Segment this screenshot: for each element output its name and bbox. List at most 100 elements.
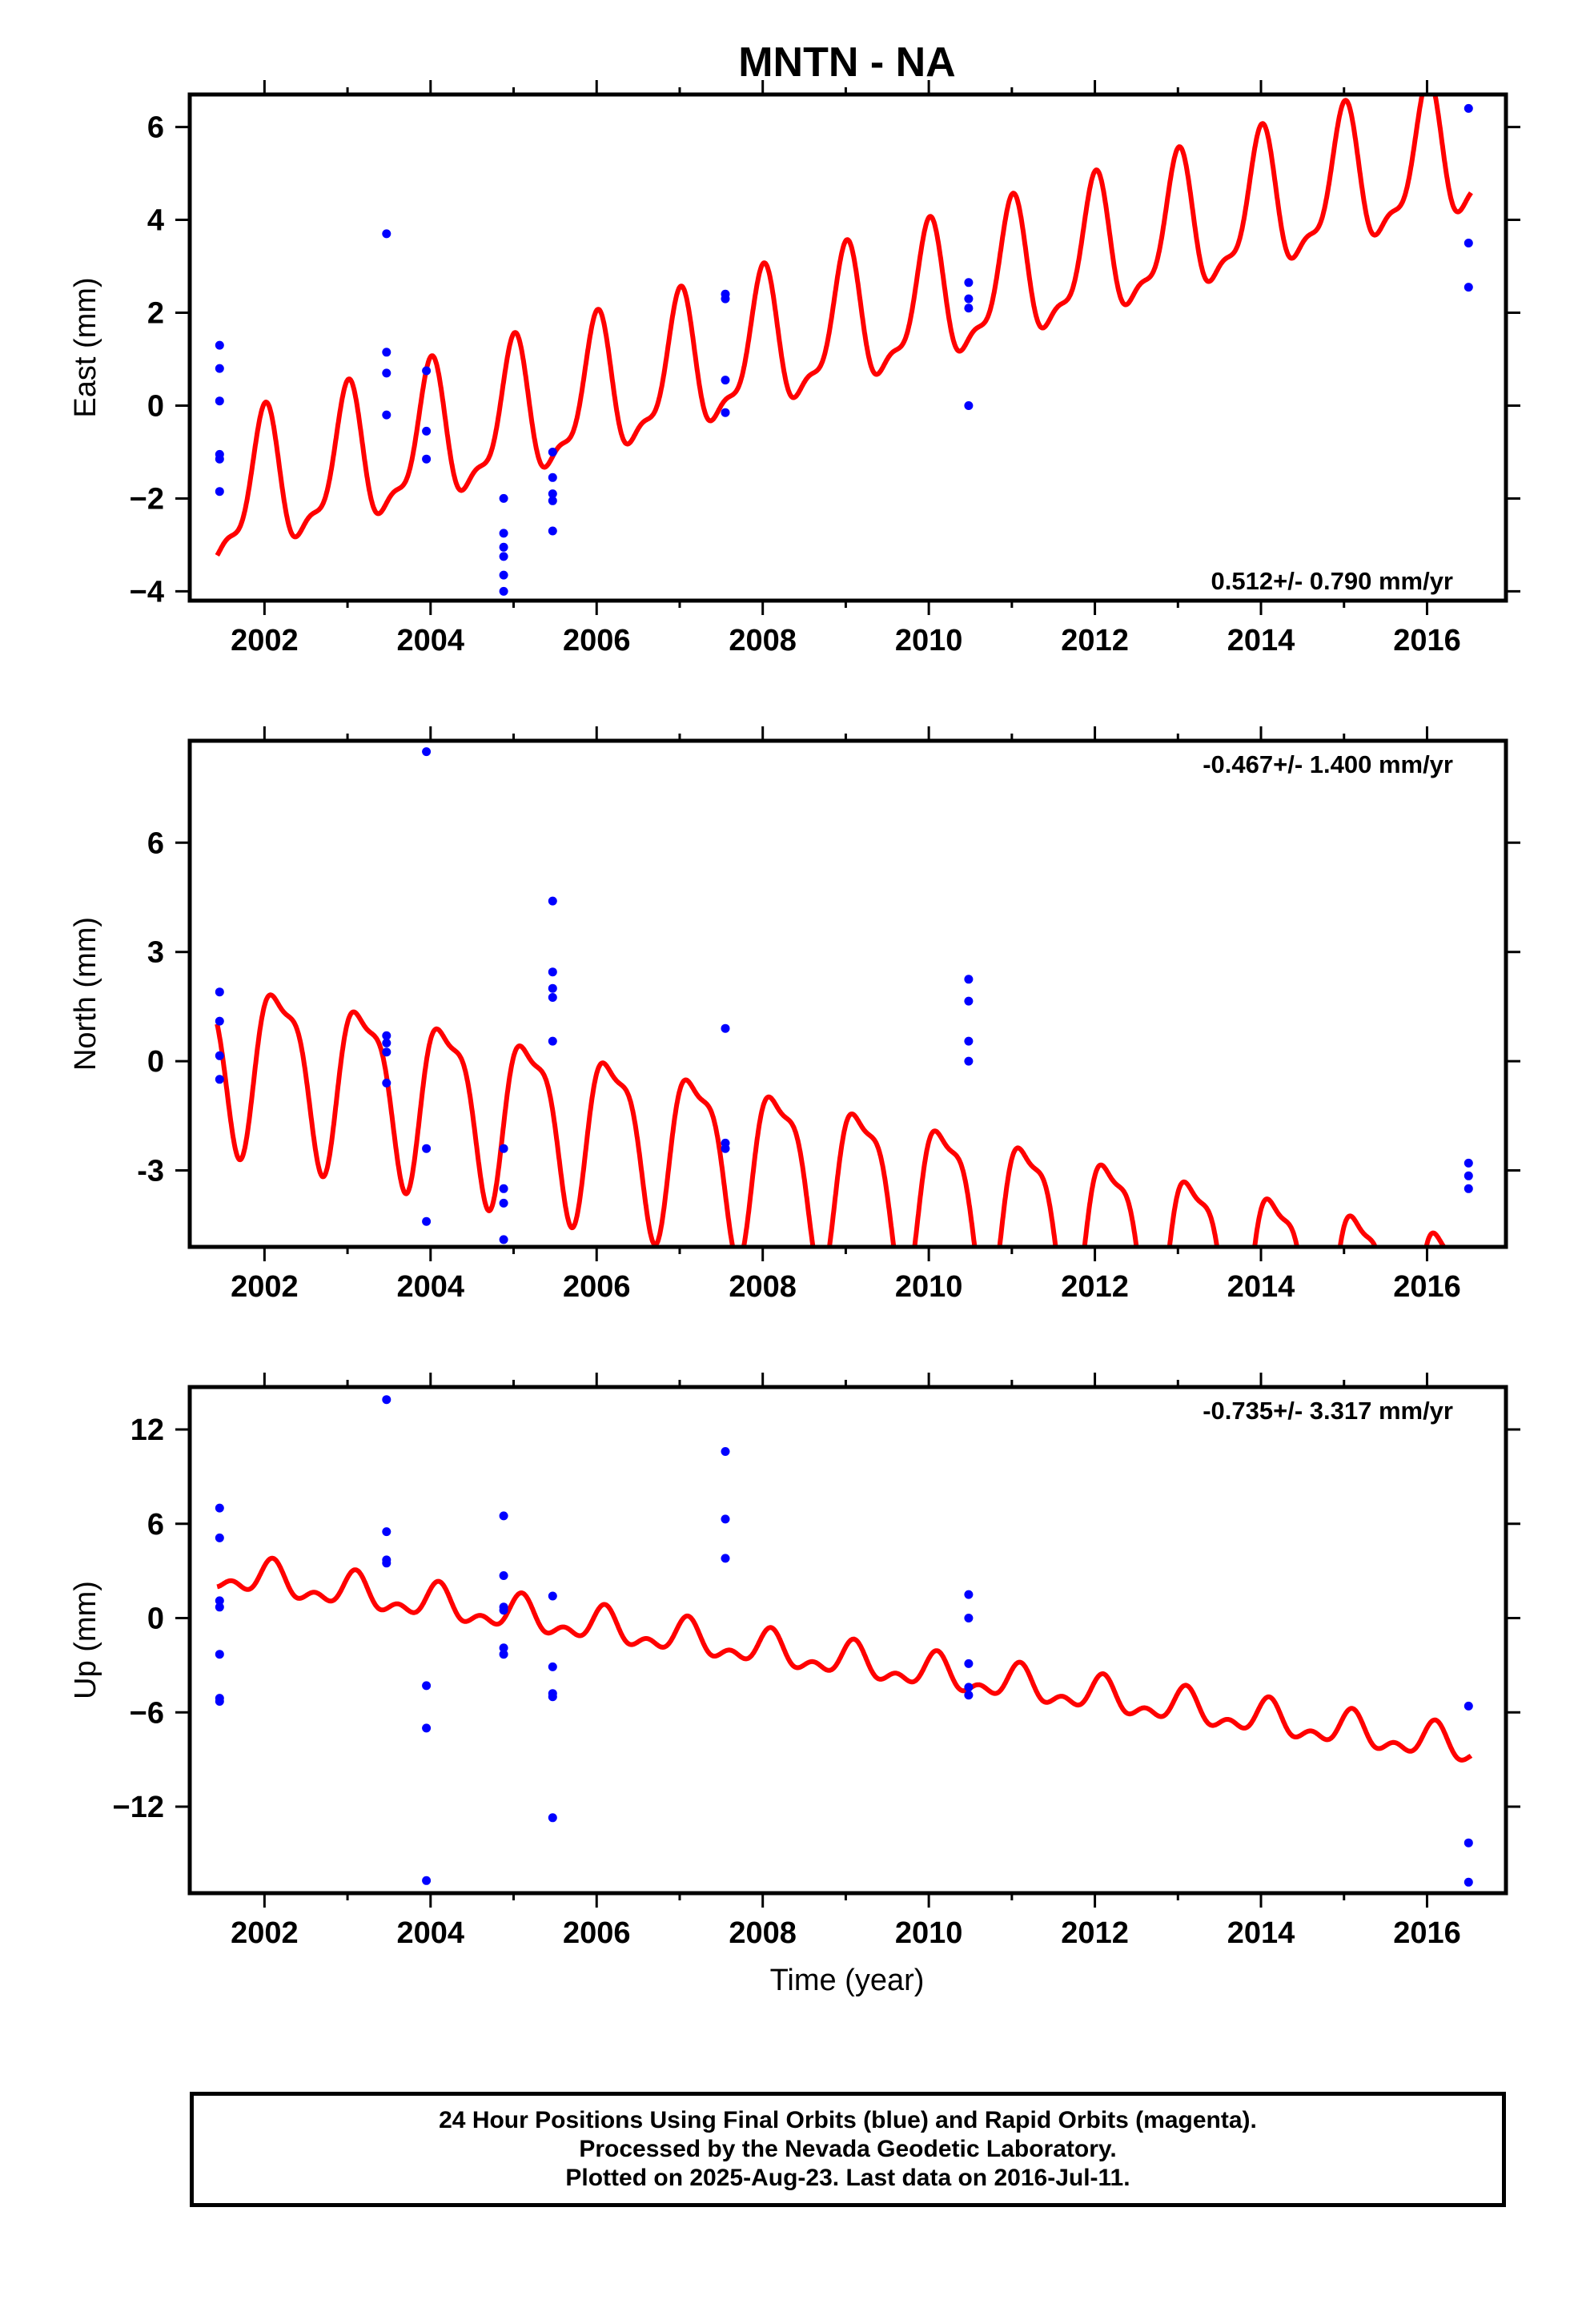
east-data-point	[215, 454, 224, 464]
east-x-tick-label: 2012	[1061, 624, 1129, 657]
up-data-point	[964, 1691, 974, 1700]
north-x-tick-label: 2016	[1393, 1270, 1461, 1304]
east-data-point	[964, 294, 974, 304]
north-x-tick-label: 2014	[1227, 1270, 1295, 1304]
up-data-point	[215, 1596, 224, 1606]
up-data-point	[499, 1606, 508, 1615]
north-model-curve	[215, 992, 1447, 1247]
up-data-point	[548, 1662, 557, 1671]
east-rate-label: 0.512+/- 0.790 mm/yr	[1211, 567, 1453, 595]
up-data-point	[422, 1876, 432, 1885]
north-x-tick-label: 2006	[563, 1270, 631, 1304]
north-data-point	[422, 1216, 432, 1226]
north-data-point	[215, 1075, 224, 1084]
up-data-point	[382, 1395, 391, 1405]
north-data-point	[548, 896, 557, 906]
chart-title: MNTN - NA	[738, 39, 956, 86]
up-data-point	[422, 1723, 432, 1733]
north-data-point	[964, 975, 974, 984]
north-rate-label: -0.467+/- 1.400 mm/yr	[1203, 750, 1453, 778]
east-data-point	[382, 368, 391, 378]
east-data-point	[721, 408, 730, 417]
east-data-point	[1464, 103, 1473, 113]
up-data-point	[964, 1614, 974, 1622]
east-data-point	[548, 472, 557, 482]
north-data-point	[215, 1051, 224, 1060]
east-model-curve	[215, 94, 1473, 557]
up-y-tick-label: 0	[147, 1602, 164, 1636]
up-y-tick-label: −12	[113, 1791, 164, 1824]
north-data-point	[499, 1235, 508, 1244]
up-x-tick-label: 2004	[397, 1916, 465, 1950]
north-y-tick-label: 3	[147, 936, 164, 970]
up-data-point	[548, 1692, 557, 1702]
east-data-point	[422, 366, 432, 376]
up-data-point	[548, 1591, 557, 1601]
north-data-point	[964, 1036, 974, 1046]
north-data-point	[964, 1056, 974, 1066]
north-data-point	[499, 1144, 508, 1153]
east-data-point	[215, 340, 224, 350]
north-data-point	[422, 1144, 432, 1153]
up-rate-label: -0.735+/- 3.317 mm/yr	[1203, 1397, 1453, 1425]
east-data-point	[499, 570, 508, 580]
east-data-point	[721, 376, 730, 385]
east-x-tick-label: 2014	[1227, 624, 1295, 657]
east-x-tick-label: 2016	[1393, 624, 1461, 657]
up-y-tick-label: 12	[130, 1413, 164, 1447]
east-x-tick-label: 2008	[729, 624, 797, 657]
north-data-point	[964, 996, 974, 1006]
north-data-point	[1464, 1171, 1473, 1180]
footer-line-2: Processed by the Nevada Geodetic Laborat…	[579, 2136, 1117, 2162]
up-y-tick-label: 6	[147, 1508, 164, 1542]
north-data-point	[499, 1184, 508, 1193]
east-data-point	[499, 552, 508, 561]
east-x-tick-label: 2010	[895, 624, 963, 657]
up-x-tick-label: 2010	[895, 1916, 963, 1950]
east-y-tick-label: 0	[147, 389, 164, 423]
east-data-point	[382, 348, 391, 357]
north-data-point	[1464, 1184, 1473, 1193]
east-x-tick-label: 2002	[231, 624, 299, 657]
north-panel: 2002 2004 2006 2008 2010 2012 2014 2016 -3 0 3 6 Nor…	[69, 726, 1520, 1304]
east-data-point	[548, 489, 557, 499]
east-data-point	[499, 586, 508, 596]
east-y-axis-label: East (mm)	[69, 277, 102, 417]
up-data-point	[964, 1683, 974, 1692]
east-data-point	[215, 487, 224, 497]
up-y-tick-label: −6	[130, 1696, 164, 1730]
up-data-point	[499, 1571, 508, 1580]
up-data-point	[964, 1659, 974, 1668]
up-data-point	[215, 1503, 224, 1513]
up-y-axis-label: Up (mm)	[69, 1581, 102, 1699]
east-x-tick-label: 2006	[563, 624, 631, 657]
east-data-point	[499, 529, 508, 538]
north-data-point	[721, 1023, 730, 1033]
footer-line-3: Plotted on 2025-Aug-23. Last data on 201…	[565, 2165, 1130, 2191]
east-data-point	[382, 229, 391, 239]
north-y-tick-label: -3	[137, 1155, 164, 1188]
east-data-point	[548, 448, 557, 456]
panels: 2002 2004 2006 2008 2010 2012 2014 2016 −4 −2 0 2 4 6…	[69, 80, 1520, 1950]
north-data-point	[382, 1047, 391, 1057]
north-data-point	[548, 1036, 557, 1046]
up-data-point	[422, 1681, 432, 1691]
up-data-point	[548, 1813, 557, 1823]
up-data-point	[215, 1697, 224, 1706]
up-data-point	[964, 1590, 974, 1599]
up-data-point	[499, 1511, 508, 1521]
east-data-point	[1464, 283, 1473, 292]
east-data-point	[215, 364, 224, 373]
north-data-point	[1464, 1158, 1473, 1168]
east-y-tick-label: −4	[130, 575, 164, 609]
up-data-point	[1464, 1877, 1473, 1887]
up-plot-frame	[187, 1385, 1508, 1896]
up-data-point	[215, 1650, 224, 1659]
north-x-tick-label: 2002	[231, 1270, 299, 1304]
footer-line-1: 24 Hour Positions Using Final Orbits (bl…	[439, 2107, 1257, 2133]
up-data-point	[721, 1447, 730, 1456]
north-data-point	[382, 1078, 391, 1088]
east-data-point	[964, 304, 974, 313]
up-x-tick-label: 2006	[563, 1916, 631, 1950]
up-data-point	[382, 1527, 391, 1537]
